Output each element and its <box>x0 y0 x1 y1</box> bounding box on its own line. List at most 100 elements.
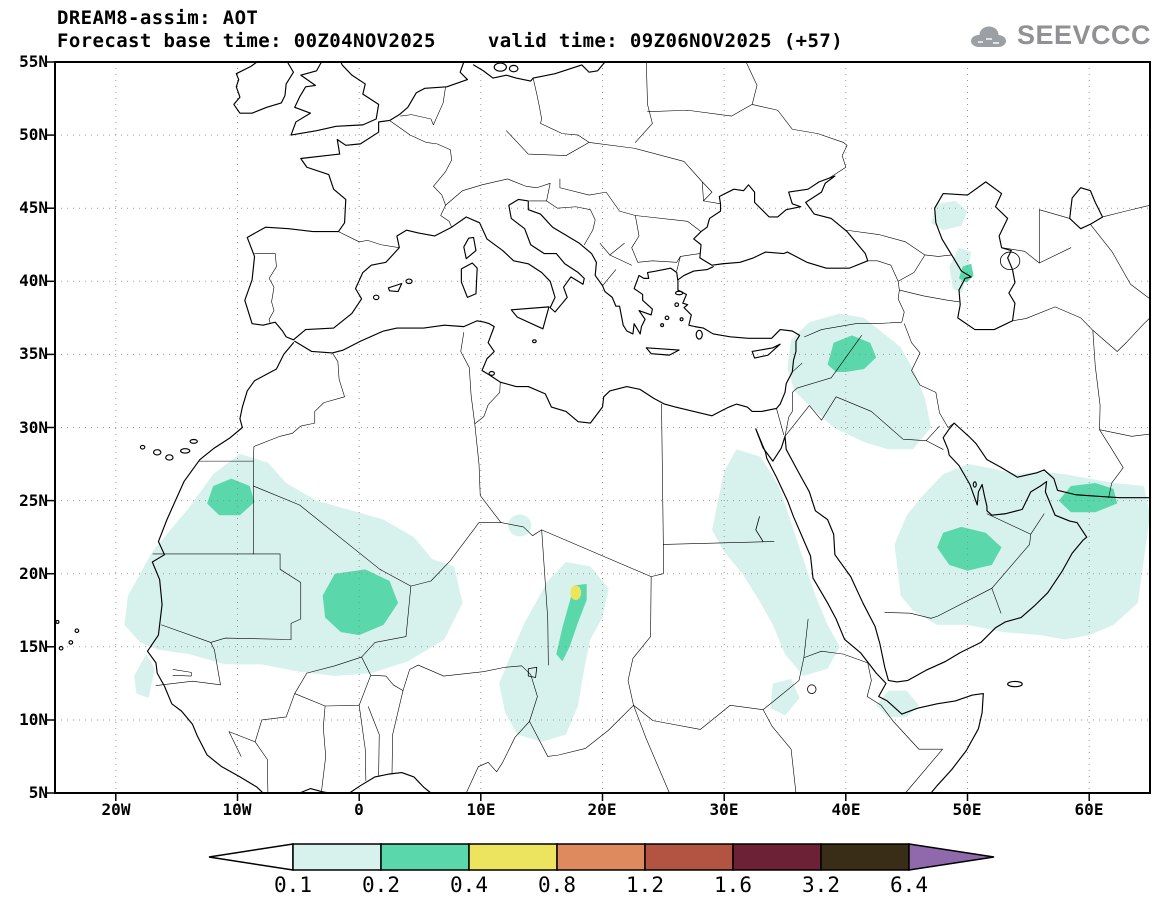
border-chad-cameroon <box>530 675 548 757</box>
djerba <box>489 372 494 376</box>
border-iran-azerbaijan <box>899 290 959 302</box>
gran-canaria <box>166 455 173 460</box>
bahrain <box>973 482 976 487</box>
aot-patch-middle-east <box>787 313 932 450</box>
aot-patch-red-sea <box>712 449 840 677</box>
coastline-gulf-of-guinea-east <box>349 773 431 793</box>
border-kazakhstan-aral-east <box>1103 205 1150 217</box>
lat-label-5n: 5N <box>28 783 48 802</box>
coastline-aral-sea <box>1070 188 1103 229</box>
border-chad-sudan <box>628 577 651 706</box>
lat-label-15n: 15N <box>19 637 48 656</box>
lon-label-40e: 40E <box>831 800 861 819</box>
lat-label-45n: 45N <box>19 198 48 217</box>
border-algeria-south <box>253 486 501 586</box>
cape-verde-island <box>59 647 63 651</box>
border-turkmenistan-afghanistan <box>1093 318 1150 352</box>
aot-core-gulf-of-oman <box>1058 483 1118 513</box>
valid-time: valid time: 09Z06NOV2025 (+57) <box>487 30 844 52</box>
aot-core-mali <box>322 569 399 636</box>
aot-patch-libya-spot <box>508 514 532 537</box>
fuerteventura <box>181 449 190 453</box>
border-eritrea-sudan <box>804 619 808 658</box>
corsica <box>464 237 476 258</box>
border-croatia-bosnia-serbia <box>547 201 596 245</box>
border-lebanon <box>792 363 802 372</box>
cape-verde-island-3 <box>75 629 79 633</box>
border-benelux-germany <box>401 87 446 125</box>
border-somalia-kenya <box>905 749 942 793</box>
menorca <box>406 279 412 283</box>
danish-island-2 <box>509 65 518 71</box>
chart-title: DREAM8-assim: AOT <box>57 7 259 29</box>
border-amu-darya <box>1090 224 1150 299</box>
border-iran-east <box>1013 307 1124 498</box>
lat-label-35n: 35N <box>19 344 48 363</box>
coastline-caspian-sea <box>935 182 1015 330</box>
lat-label-30n: 30N <box>19 418 48 437</box>
chios <box>675 303 679 307</box>
border-tunisia-algeria <box>461 332 475 423</box>
border-benin-nigeria <box>392 691 403 774</box>
coastline-red-sea-west-horn <box>756 429 984 793</box>
lat-label-55n: 55N <box>19 52 48 71</box>
aot-peak-chad-yellow <box>570 585 582 601</box>
border-uae-saudi <box>987 514 1031 534</box>
border-eritrea-ethiopia <box>804 651 868 663</box>
border-montenegro-macedonia <box>600 243 624 255</box>
border-france-east <box>390 120 452 227</box>
aegean-island <box>665 316 669 320</box>
border-morocco-algeria <box>253 353 344 461</box>
graticule <box>55 62 1150 793</box>
colorbar-label-0.2: 0.2 <box>362 873 400 897</box>
mallorca <box>388 283 401 291</box>
border-burkina-south <box>295 675 371 706</box>
border-ivorycoast-ghana <box>321 706 325 792</box>
socotra <box>1008 681 1023 686</box>
lanzarote <box>190 439 197 443</box>
sicily <box>511 307 549 329</box>
border-senegal-mali-guinea <box>211 642 221 684</box>
aegean-island-2 <box>661 324 664 327</box>
colorbar-seg-0.2-0.4 <box>380 843 470 871</box>
aot-patch-ethiopia-border <box>770 678 800 716</box>
border-saudi-oman-uae <box>992 534 1031 588</box>
border-jordan-syria-levant <box>785 378 831 436</box>
border-niger-benin-burkina <box>362 657 403 691</box>
border-turkey-syria <box>804 324 875 337</box>
border-chad-car <box>548 705 634 756</box>
aegean-island-3 <box>680 318 683 321</box>
lake-nasser <box>756 517 763 542</box>
border-burkina-mali <box>295 657 362 694</box>
border-ethiopia-somalia <box>881 705 942 749</box>
lon-label-10w: 10W <box>222 800 252 819</box>
coastlines-and-borders <box>56 62 1150 793</box>
aot-patch-chad-sudan <box>499 562 609 742</box>
colorbar-label-0.4: 0.4 <box>450 873 488 897</box>
colorbar-label-6.4: 6.4 <box>890 873 928 897</box>
colorbar-right-arrow <box>908 843 995 871</box>
cyprus <box>752 344 780 358</box>
border-mauritania-mali <box>253 554 300 640</box>
border-togo-benin <box>368 707 379 776</box>
forecast-map <box>47 62 1150 793</box>
lesbos <box>676 291 683 295</box>
aot-patch-gulf-of-aden <box>876 690 919 717</box>
coastline-great-britain <box>291 62 379 135</box>
lat-label-20n: 20N <box>19 564 48 583</box>
border-pannonia-balkans <box>560 179 700 262</box>
border-ethiopia-kenya <box>772 726 796 793</box>
border-syria-iraq <box>831 335 861 377</box>
lake-chad <box>528 667 537 677</box>
danish-island <box>494 63 506 71</box>
border-gambia <box>173 669 191 676</box>
border-libya-niger-chad <box>501 523 651 577</box>
tenerife <box>154 450 161 455</box>
coastline-ireland <box>234 62 294 113</box>
lon-label-20e: 20E <box>587 800 617 819</box>
colorbar-seg-1.6-3.2 <box>732 843 822 871</box>
colorbar-seg-0.4-0.8 <box>468 843 558 871</box>
lon-label-0: 0 <box>354 800 364 819</box>
ibiza <box>374 295 379 299</box>
axis-ticks <box>47 61 1090 801</box>
